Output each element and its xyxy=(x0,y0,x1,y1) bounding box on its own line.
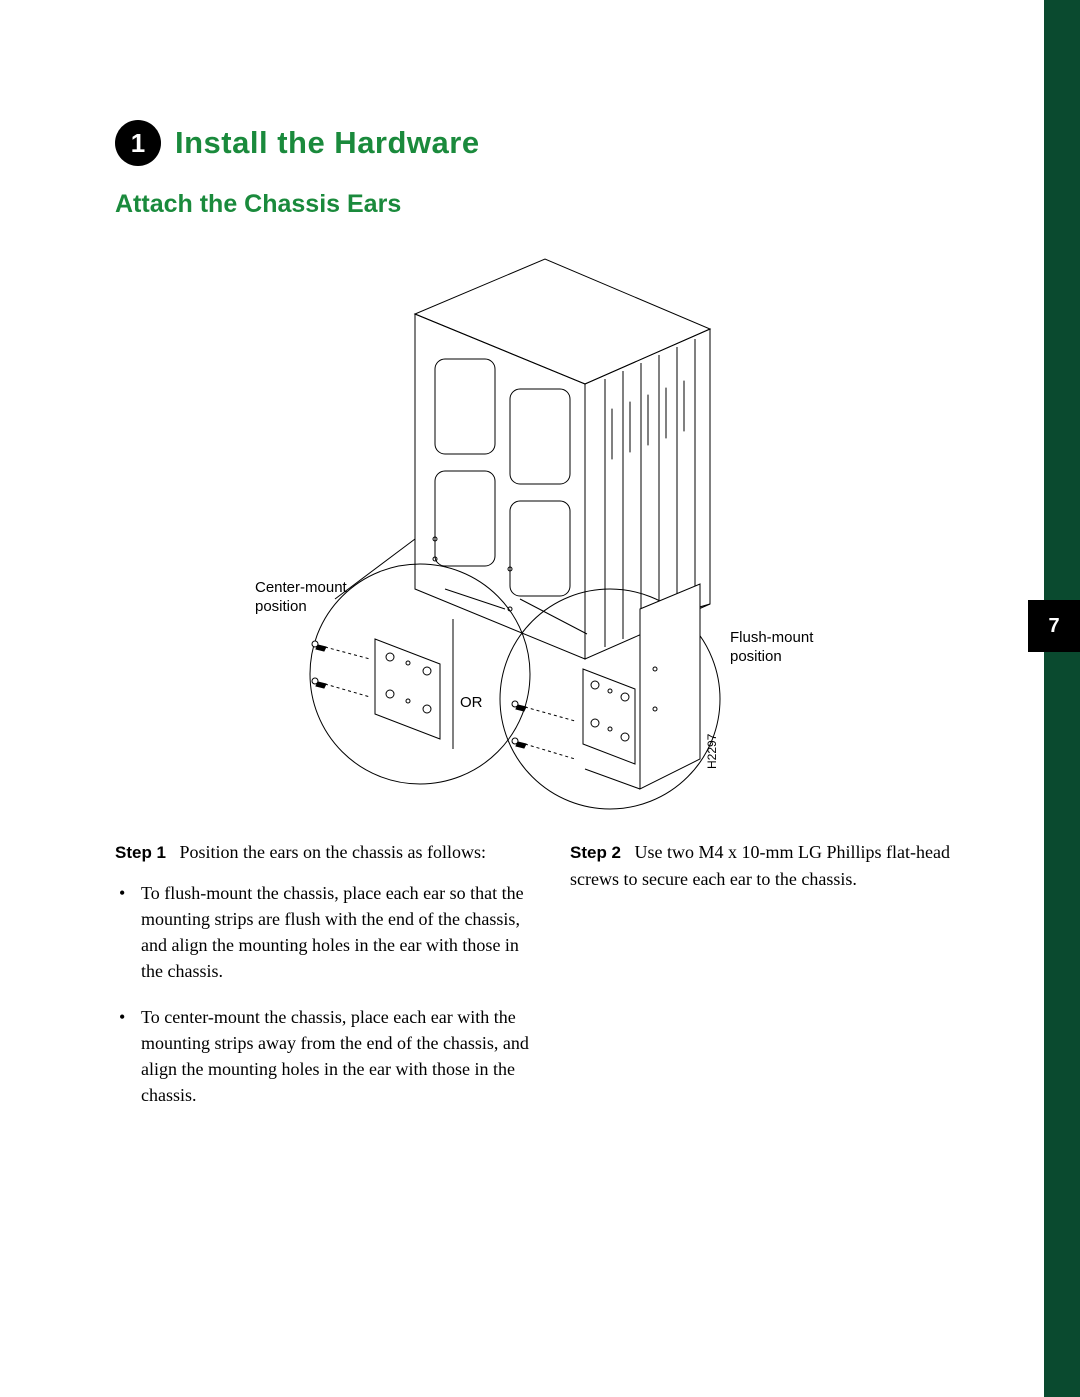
step-2-column: Step 2 Use two M4 x 10-mm LG Phillips fl… xyxy=(570,839,985,1128)
section-title: Install the Hardware xyxy=(175,125,480,161)
steps-columns: Step 1 Position the ears on the chassis … xyxy=(115,839,985,1128)
chassis-svg xyxy=(115,239,985,799)
figure-id: H2297 xyxy=(705,734,719,769)
label-flush-mount: Flush-mount position xyxy=(730,629,813,667)
page-number-tab: 7 xyxy=(1028,600,1080,652)
step-1-bullets: To flush-mount the chassis, place each e… xyxy=(115,880,530,1109)
step-1-label: Step 1 xyxy=(115,843,166,862)
section-header: 1 Install the Hardware xyxy=(115,120,985,166)
list-item: To center-mount the chassis, place each … xyxy=(141,1004,530,1108)
sidebar-stripe xyxy=(1044,0,1080,1397)
list-item: To flush-mount the chassis, place each e… xyxy=(141,880,530,984)
label-center-mount: Center-mount position xyxy=(255,579,347,617)
chassis-diagram: Center-mount position Flush-mount positi… xyxy=(115,239,985,799)
section-number-badge: 1 xyxy=(115,120,161,166)
label-or: OR xyxy=(460,694,483,713)
step-2-body: Step 2 Use two M4 x 10-mm LG Phillips fl… xyxy=(570,839,985,892)
step-1-intro: Step 1 Position the ears on the chassis … xyxy=(115,839,530,866)
step-1-text: Position the ears on the chassis as foll… xyxy=(180,842,486,862)
subsection-title: Attach the Chassis Ears xyxy=(115,190,985,219)
step-2-label: Step 2 xyxy=(570,843,621,862)
page-content: 1 Install the Hardware Attach the Chassi… xyxy=(115,120,985,1128)
step-2-text: Use two M4 x 10-mm LG Phillips flat-head… xyxy=(570,842,950,889)
step-1-column: Step 1 Position the ears on the chassis … xyxy=(115,839,530,1128)
